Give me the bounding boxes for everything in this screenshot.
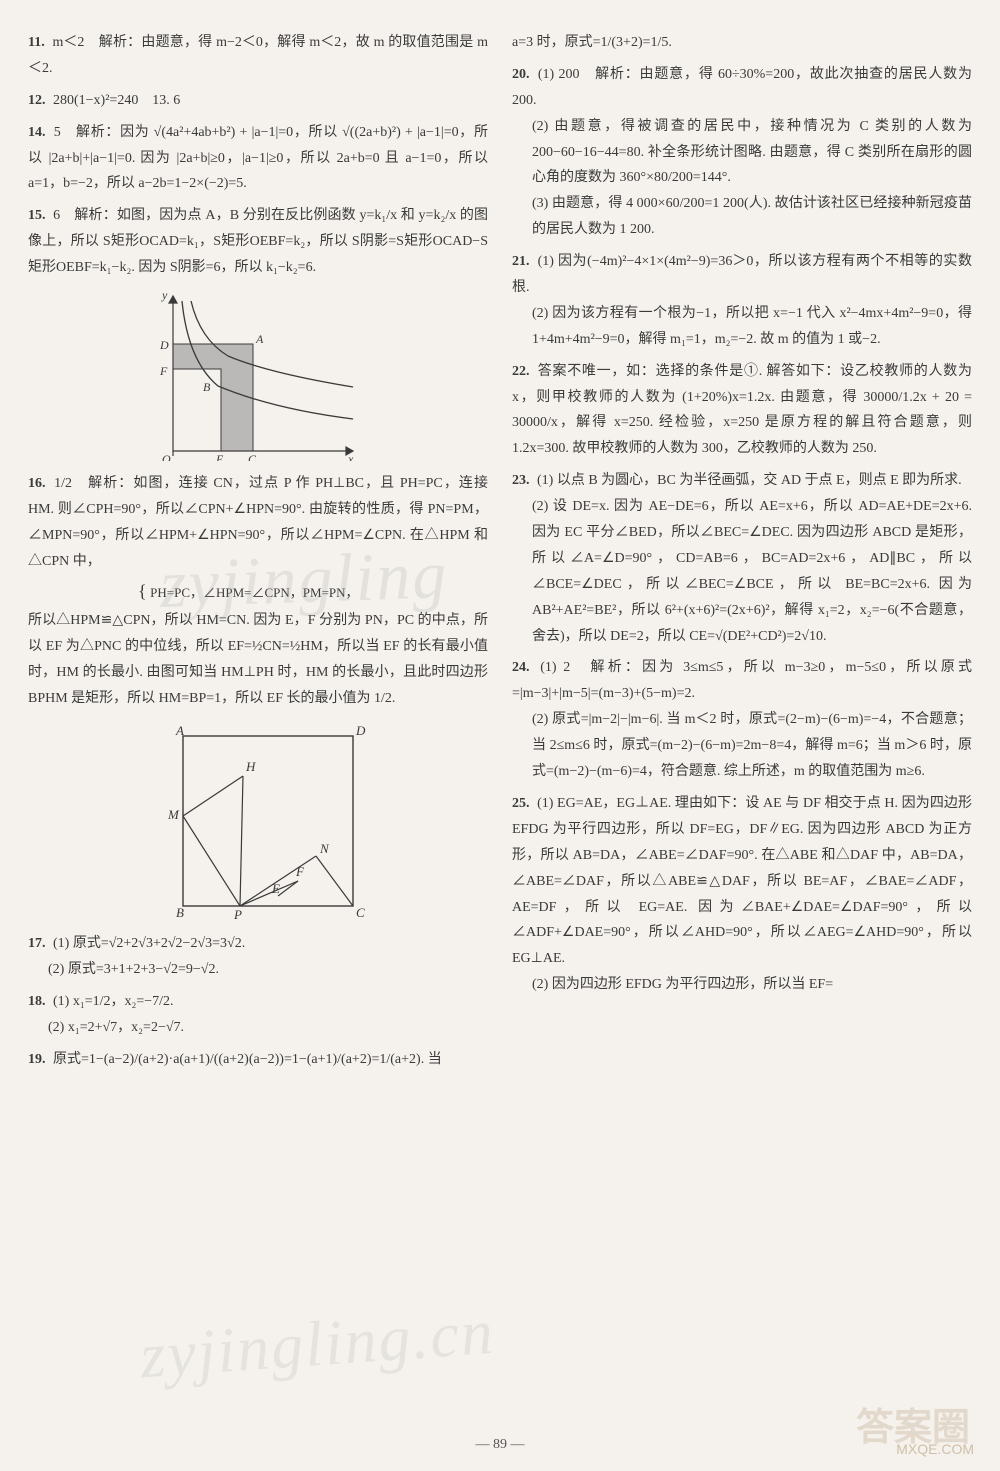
num-17: 17. (28, 936, 46, 951)
svg-text:O: O (162, 452, 171, 461)
page-container: 11. m＜2 解析：由题意，得 m−2＜0，解得 m＜2，故 m 的取值范围是… (0, 0, 1000, 1471)
item-21: 21. (1) 因为(−4m)²−4×1×(4m²−9)=36＞0，所以该方程有… (512, 249, 972, 353)
text-24b: (2) 原式=|m−2|−|m−6|. 当 m＜2 时，原式=(2−m)−(6−… (512, 707, 972, 785)
svg-text:E: E (215, 452, 224, 461)
text-17b: (2) 原式=3+1+2+3−√2=9−√2. (28, 957, 488, 983)
item-18: 18. (1) x₁=1/2，x₂=−7/2. (2) x₁=2+√7，x₂=2… (28, 989, 488, 1041)
svg-text:D: D (159, 338, 169, 352)
text-25b: (2) 因为四边形 EFDG 为平行四边形，所以当 EF= (512, 972, 972, 998)
figure-reciprocal: y x O D A F B E C (158, 291, 358, 461)
item-14: 14. 5 解析：因为 √(4a²+4ab+b²) + |a−1|=0，所以 √… (28, 120, 488, 198)
right-column: a=3 时，原式=1/(3+2)=1/5. 20. (1) 200 解析：由题意… (512, 30, 972, 1431)
text-18b: (2) x₁=2+√7，x₂=2−√7. (28, 1015, 488, 1041)
num-24: 24. (512, 660, 530, 675)
item-23: 23. (1) 以点 B 为圆心，BC 为半径画弧，交 AD 于点 E，则点 E… (512, 468, 972, 649)
svg-text:D: D (355, 723, 366, 738)
num-21: 21. (512, 254, 530, 269)
text-20c: (3) 由题意，得 4 000×60/200=1 200(人). 故估计该社区已… (512, 191, 972, 243)
item-25: 25. (1) EG=AE，EG⊥AE. 理由如下：设 AE 与 DF 相交于点… (512, 791, 972, 998)
num-16: 16. (28, 476, 46, 491)
text-15: 6 解析：如图，因为点 A，B 分别在反比例函数 y=k₁/x 和 y=k₂/x… (28, 208, 488, 275)
text-22: 答案不唯一，如：选择的条件是①. 解答如下：设乙校教师的人数为 x，则甲校教师的… (512, 364, 972, 457)
text-25a: (1) EG=AE，EG⊥AE. 理由如下：设 AE 与 DF 相交于点 H. … (512, 796, 972, 966)
text-19tail: a=3 时，原式=1/(3+2)=1/5. (512, 35, 672, 50)
text-11: m＜2 解析：由题意，得 m−2＜0，解得 m＜2，故 m 的取值范围是 m＜2… (28, 35, 488, 76)
num-22: 22. (512, 364, 530, 379)
num-15: 15. (28, 208, 46, 223)
svg-text:F: F (159, 364, 168, 378)
item-22: 22. 答案不唯一，如：选择的条件是①. 解答如下：设乙校教师的人数为 x，则甲… (512, 359, 972, 463)
text-23b: (2) 设 DE=x. 因为 AE−DE=6，所以 AE=x+6，所以 AD=A… (512, 494, 972, 649)
svg-text:E: E (271, 881, 280, 896)
text-20b: (2) 由题意，得被调查的居民中，接种情况为 C 类别的人数为 200−60−1… (512, 114, 972, 192)
item-15: 15. 6 解析：如图，因为点 A，B 分别在反比例函数 y=k₁/x 和 y=… (28, 203, 488, 281)
text-21a: (1) 因为(−4m)²−4×1×(4m²−9)=36＞0，所以该方程有两个不相… (512, 254, 972, 295)
svg-text:B: B (176, 905, 184, 920)
num-25: 25. (512, 796, 530, 811)
svg-text:A: A (175, 723, 184, 738)
item-19-tail: a=3 时，原式=1/(3+2)=1/5. (512, 30, 972, 56)
svg-text:H: H (245, 759, 256, 774)
num-23: 23. (512, 473, 530, 488)
svg-text:P: P (233, 907, 242, 921)
item-17: 17. (1) 原式=√2+2√3+2√2−2√3=3√2. (2) 原式=3+… (28, 931, 488, 983)
num-20: 20. (512, 67, 530, 82)
num-11: 11. (28, 35, 45, 50)
item-11: 11. m＜2 解析：由题意，得 m−2＜0，解得 m＜2，故 m 的取值范围是… (28, 30, 488, 82)
item-19: 19. 原式=1−(a−2)/(a+2)·a(a+1)/((a+2)(a−2))… (28, 1047, 488, 1073)
figure-square-fold: A D B C M H N P F E (148, 721, 368, 921)
text-18a: (1) x₁=1/2，x₂=−7/2. (53, 994, 174, 1009)
text-21b: (2) 因为该方程有一个根为−1，所以把 x=−1 代入 x²−4mx+4m²−… (512, 301, 972, 353)
item-16: 16. 1/2 解析：如图，连接 CN，过点 P 作 PH⊥BC，且 PH=PC… (28, 471, 488, 711)
page-number: — 89 — (0, 1437, 1000, 1453)
text-19: 原式=1−(a−2)/(a+2)·a(a+1)/((a+2)(a−2))=1−(… (53, 1052, 442, 1067)
text-14: 5 解析：因为 √(4a²+4ab+b²) + |a−1|=0，所以 √((2a… (28, 125, 488, 192)
svg-text:M: M (167, 807, 180, 822)
num-12: 12. (28, 93, 46, 108)
svg-text:F: F (295, 864, 305, 879)
text-24a: (1) 2 解析：因为 3≤m≤5，所以 m−3≥0，m−5≤0，所以原式=|m… (512, 660, 972, 701)
item-20: 20. (1) 200 解析：由题意，得 60÷30%=200，故此次抽查的居民… (512, 62, 972, 243)
num-19: 19. (28, 1052, 46, 1067)
item-24: 24. (1) 2 解析：因为 3≤m≤5，所以 m−3≥0，m−5≤0，所以原… (512, 655, 972, 784)
text-20a: (1) 200 解析：由题意，得 60÷30%=200，故此次抽查的居民人数为 … (512, 67, 972, 108)
num-18: 18. (28, 994, 46, 1009)
num-14: 14. (28, 125, 46, 140)
text-17a: (1) 原式=√2+2√3+2√2−2√3=3√2. (53, 936, 245, 951)
text-16b: PH=PC，∠HPM=∠CPN，PM=PN， (150, 585, 358, 600)
text-12: 280(1−x)²=240 13. 6 (53, 93, 180, 108)
text-16a: 1/2 解析：如图，连接 CN，过点 P 作 PH⊥BC，且 PH=PC，连接 … (28, 476, 488, 569)
svg-text:C: C (248, 452, 257, 461)
text-16c: 所以△HPM≌△CPN，所以 HM=CN. 因为 E，F 分别为 PN，PC 的… (28, 613, 488, 706)
svg-text:y: y (161, 291, 168, 302)
svg-text:x: x (347, 452, 354, 461)
text-23a: (1) 以点 B 为圆心，BC 为半径画弧，交 AD 于点 E，则点 E 即为所… (537, 473, 962, 488)
svg-text:N: N (319, 841, 330, 856)
svg-text:C: C (356, 905, 365, 920)
svg-text:A: A (255, 332, 264, 346)
svg-text:B: B (203, 380, 211, 394)
item-12-13: 12. 280(1−x)²=240 13. 6 (28, 88, 488, 114)
left-column: 11. m＜2 解析：由题意，得 m−2＜0，解得 m＜2，故 m 的取值范围是… (28, 30, 488, 1431)
